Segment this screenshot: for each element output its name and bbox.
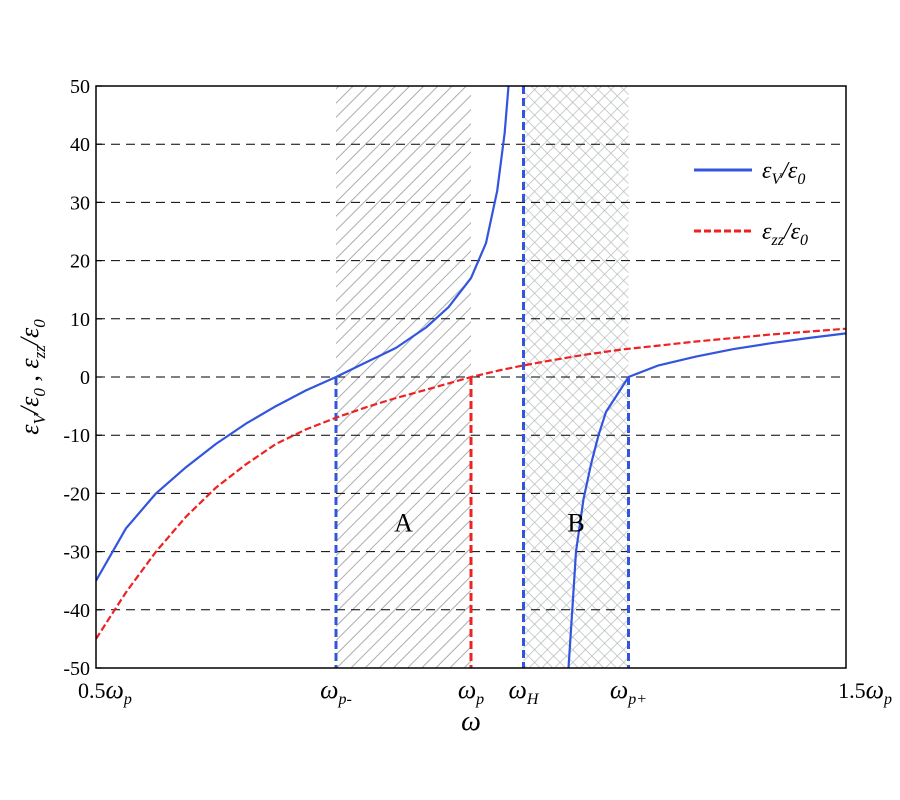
x-tick-subscript: p+ [627,691,647,708]
y-label-a-sub: V [30,412,49,425]
y-tick-label: 30 [70,192,90,214]
y-label-sep: , [15,369,44,389]
y-label-b-div: /ε [15,327,44,347]
y-tick-label: -20 [63,483,90,505]
region-label-B: B [567,509,584,538]
y-label-a-symbol: ε [15,424,44,435]
legend-sub: zz [770,232,784,249]
x-tick-label: ωp+ [610,675,647,708]
x-tick-subscript: p [475,691,484,708]
y-tick-label: 20 [70,251,90,273]
y-label-b-symbol: ε [15,358,44,369]
x-tick-label: 1.5ωp [838,675,892,708]
y-tick-label: -50 [63,658,90,680]
y-axis-ticks: -50 -40 -30 -20 -10 0 10 20 30 40 50 [63,76,102,680]
series-line-epsilon-zz [96,327,846,640]
series-lines [96,86,846,668]
x-tick-label: ωH [509,675,540,708]
x-tick-number: 0.5 [78,678,106,703]
y-axis-label: εV/ε0 , εzz/ε0 [15,319,49,435]
region-label-A: A [394,509,413,538]
x-tick-number: 1.5 [838,678,866,703]
y-tick-label: -40 [63,600,90,622]
legend-label: εV/ε0 [762,158,805,188]
y-tick-label: 10 [70,309,90,331]
y-label-a-sub0: 0 [30,388,49,397]
series-line-epsilon-v [96,86,510,582]
x-tick-symbol: ω [320,675,338,704]
y-label-a-div: /ε [15,396,44,416]
x-tick-symbol: ω [509,675,527,704]
y-label-b-sub: zz [30,345,49,360]
legend-sub: V [771,171,783,188]
legend-div: /ε [782,219,801,245]
y-tick-label: -30 [63,542,90,564]
y-tick-label: 50 [70,76,90,98]
x-tick-subscript: H [526,691,540,708]
x-tick-subscript: p [883,691,892,708]
y-tick-label: -10 [63,425,90,447]
x-axis-ticks: 0.5ωp ωp-ωp ωH ωp+ 1.5ωp [78,675,892,708]
y-label-b-sub0: 0 [30,319,49,328]
legend-sub0: 0 [800,232,808,249]
legend-div: /ε [779,158,798,184]
x-tick-label: ωp [458,675,484,708]
x-axis-label: ω [461,706,481,737]
y-tick-label: 0 [80,367,90,389]
x-tick-subscript: p [123,691,132,708]
x-tick-symbol: ω [610,675,628,704]
legend-symbol: ε [762,219,772,245]
legend-sub0: 0 [797,171,805,188]
legend-symbol: ε [762,158,772,184]
x-tick-symbol: ω [458,675,476,704]
x-tick-label: ωp- [320,675,352,708]
series-line-epsilon-v [567,332,846,668]
x-tick-symbol: ω [106,675,124,704]
legend-label: εzz/ε0 [762,219,808,249]
x-tick-label: 0.5ωp [78,675,132,708]
y-tick-label: 40 [70,134,90,156]
x-tick-symbol: ω [866,675,884,704]
vertical-markers [334,86,630,668]
x-tick-subscript: p- [338,691,352,708]
